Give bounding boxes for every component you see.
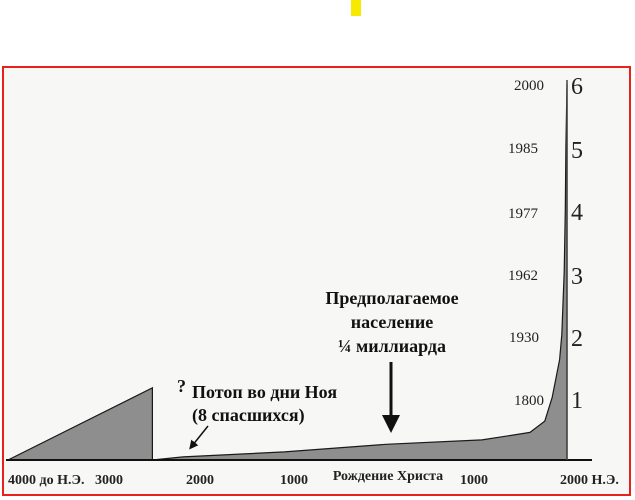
x-tick-1000ad: 1000 [460,473,488,488]
year-label-1985: 1985 [508,141,538,157]
population-area-1 [7,386,153,461]
flood-arrow [189,425,209,450]
population-annotation-line3: ¼ миллиарда [338,336,446,356]
population-areas [7,83,568,461]
x-tick-christ-birth: Рождение Христа [333,469,443,484]
flood-question-mark: ? [177,376,186,396]
year-label-1800: 1800 [514,393,544,409]
year-label-1930: 1930 [509,330,539,346]
x-tick-2000: 2000 [186,473,214,488]
y-tick-6: 6 [571,74,583,100]
year-label-1962: 1962 [508,268,538,284]
y-tick-3: 3 [571,264,583,290]
y-tick-2: 2 [571,326,583,352]
yellow-marker [351,0,361,16]
flood-annotation-line1: Потоп во дни Ноя [192,382,337,402]
y-tick-4: 4 [571,200,583,226]
x-tick-4000bc: 4000 до Н.Э. [8,473,84,488]
year-label-2000: 2000 [514,78,544,94]
x-tick-3000: 3000 [95,473,123,488]
population-area-2 [152,83,568,461]
year-label-1977: 1977 [508,206,539,222]
y-tick-5: 5 [571,138,583,164]
x-tick-1000: 1000 [280,473,308,488]
x-tick-2000ad: 2000 Н.Э. [560,473,619,488]
population-annotation-line2: население [351,312,433,332]
y-tick-1: 1 [571,388,583,414]
population-annotation-line1: Предполагаемое [325,288,458,308]
flood-annotation-line2: (8 спасшихся) [192,405,305,426]
